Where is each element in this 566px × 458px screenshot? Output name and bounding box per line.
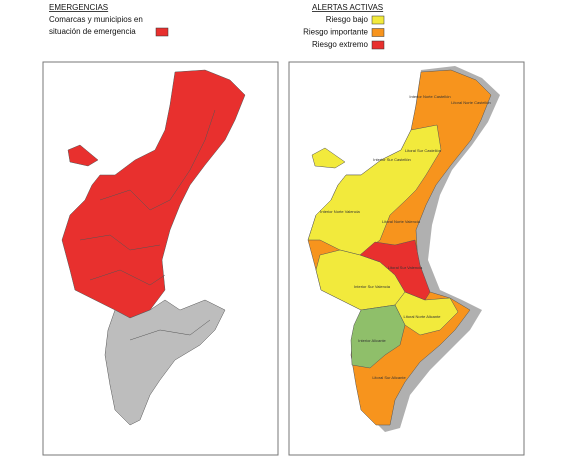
region-label: Interior Norte Castellón bbox=[409, 94, 450, 99]
legend-title: ALERTAS ACTIVAS bbox=[312, 3, 383, 12]
region-emergency bbox=[67, 144, 99, 167]
region-label: Interior Sur Castellón bbox=[373, 157, 411, 162]
region-label: Litoral Norte Castellón bbox=[451, 100, 491, 105]
legend-label: Riesgo importante bbox=[303, 28, 368, 37]
legend-label: Riesgo bajo bbox=[326, 15, 369, 24]
map-frame bbox=[42, 61, 279, 456]
legend-text: situación de emergencia bbox=[49, 27, 136, 36]
region-label: Interior Sur Valencia bbox=[354, 284, 391, 289]
region-label: Litoral Norte Alicante bbox=[404, 314, 442, 319]
legend-text: Comarcas y municipios en bbox=[49, 15, 143, 24]
region-label: Litoral Sur Castellón bbox=[405, 148, 441, 153]
legend-swatch bbox=[155, 27, 169, 37]
region-label: Litoral Sur Valencia bbox=[388, 265, 423, 270]
legend-title: EMERGENCIAS bbox=[49, 3, 108, 12]
right-map: Interior Norte Castellón Litoral Norte C… bbox=[307, 66, 500, 432]
region-label: Interior Norte Valencia bbox=[320, 209, 360, 214]
left-map bbox=[61, 69, 246, 426]
region-label: Interior Alicante bbox=[358, 338, 386, 343]
region-extreme bbox=[359, 239, 431, 301]
region-label: Litoral Sur Alicante bbox=[372, 375, 406, 380]
region-moderate bbox=[350, 304, 406, 369]
map-frame bbox=[288, 61, 525, 456]
region-low bbox=[311, 147, 346, 169]
legend-label: Riesgo extremo bbox=[312, 40, 369, 49]
region-normal bbox=[104, 299, 226, 426]
legend-swatch bbox=[371, 40, 385, 50]
region-label: Litoral Norte Valencia bbox=[382, 219, 421, 224]
legend: Riesgo bajo Riesgo importante Riesgo extre… bbox=[303, 15, 385, 50]
region-emergency bbox=[61, 69, 246, 319]
legend-swatch bbox=[371, 28, 385, 37]
legend-swatch bbox=[371, 15, 385, 25]
